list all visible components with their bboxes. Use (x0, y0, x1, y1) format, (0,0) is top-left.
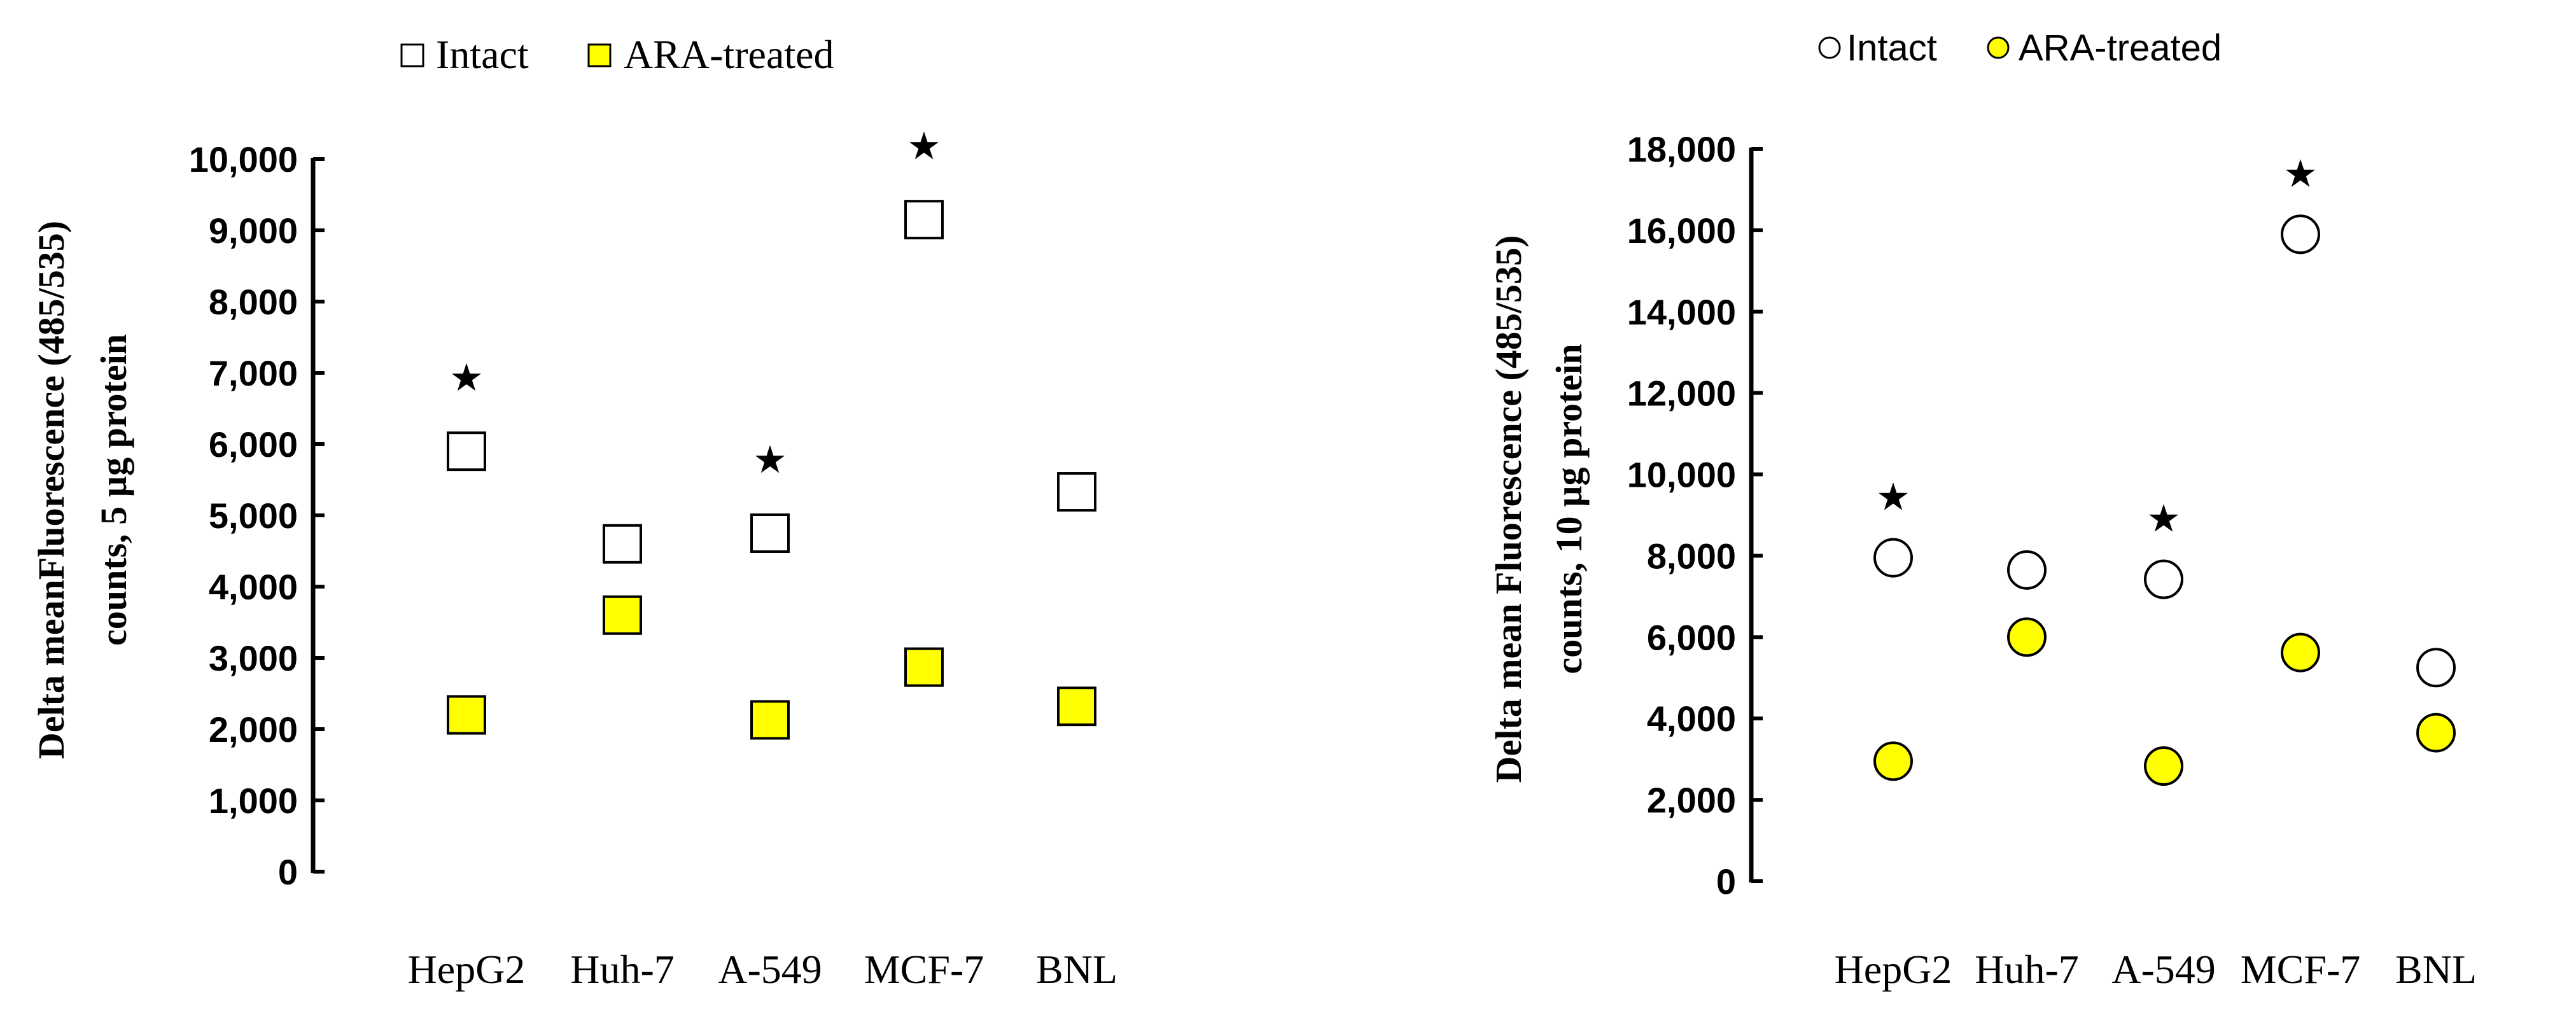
significance-star: ★ (753, 438, 787, 482)
x-category-label: MCF-7 (864, 947, 984, 992)
ara-treated-point (603, 595, 642, 635)
y-tick-label: 5,000 (209, 496, 298, 536)
intact-point (2007, 550, 2047, 590)
y-tick-label: 0 (278, 852, 298, 892)
intact-point (1873, 538, 1913, 578)
y-tick-label: 3,000 (209, 638, 298, 678)
x-category-label: BNL (2395, 947, 2477, 992)
ara-treated-point (1057, 687, 1096, 727)
legend-label-intact: Intact (436, 32, 529, 77)
y-tick-label: 4,000 (1647, 699, 1736, 739)
y-tick-label: 8,000 (209, 282, 298, 322)
significance-star: ★ (2283, 151, 2318, 196)
x-category-label: A-549 (718, 947, 822, 992)
y-axis-label-line2: counts, 10 µg protein (1548, 344, 1590, 674)
x-category-label: BNL (1036, 947, 1117, 992)
ara-treated-point (750, 700, 790, 740)
y-tick-label: 2,000 (209, 709, 298, 750)
legend-marker-intact (1818, 36, 1841, 59)
chart-right-10ug: 0 2,000 4,000 6,000 8,000 10,000 12,000 14,000 1… (1488, 27, 2477, 992)
intact-point (904, 200, 944, 240)
y-tick-label: 9,000 (209, 211, 298, 251)
legend-marker-intact (400, 43, 424, 67)
intact-point (2416, 648, 2456, 688)
legend-label-intact: Intact (1847, 27, 1937, 69)
intact-point (750, 513, 790, 553)
ara-treated-point (2281, 632, 2320, 673)
significance-star: ★ (2146, 497, 2181, 541)
legend-label-ara-treated: ARA-treated (624, 32, 834, 77)
chart-left-5ug: 0 1,000 2,000 3,000 4,000 5,000 6,000 7,000 8,00… (31, 32, 1117, 992)
significance-star: ★ (1876, 475, 1910, 520)
y-tick-label: 2,000 (1647, 780, 1736, 820)
y-tick-label: 10,000 (189, 139, 298, 179)
intact-point (603, 524, 642, 564)
intact-point (447, 431, 486, 471)
y-axis-label-line2: counts, 5 µg protein (93, 334, 134, 646)
y-axis-label-line1: Delta mean Fluorescence (485/535) (1488, 235, 1529, 783)
y-tick-label: 16,000 (1627, 211, 1736, 251)
y-axis-label-line1: Delta meanFluorescence (485/535) (31, 221, 72, 759)
x-category-label: MCF-7 (2241, 947, 2361, 992)
intact-point (1057, 472, 1096, 512)
y-tick-label: 10,000 (1627, 455, 1736, 495)
y-tick-label: 6,000 (1647, 617, 1736, 657)
significance-star: ★ (449, 356, 484, 400)
y-tick-label: 12,000 (1627, 373, 1736, 414)
x-category-label: Huh-7 (1975, 947, 2079, 992)
y-tick-label: 14,000 (1627, 292, 1736, 332)
x-category-label: Huh-7 (570, 947, 675, 992)
significance-star: ★ (907, 124, 941, 169)
y-tick-label: 0 (1716, 861, 1736, 902)
ara-treated-point (1873, 741, 1913, 781)
legend-marker-ara-treated (1987, 36, 2010, 59)
x-category-label: HepG2 (408, 947, 526, 992)
x-category-label: HepG2 (1835, 947, 1952, 992)
ara-treated-point (2144, 746, 2183, 786)
x-category-label: A-549 (2111, 947, 2216, 992)
ara-treated-point (2416, 713, 2456, 753)
y-tick-label: 4,000 (209, 567, 298, 607)
ara-treated-point (904, 647, 944, 687)
legend-marker-ara-treated (587, 43, 612, 67)
y-tick-label: 18,000 (1627, 129, 1736, 169)
ara-treated-point (2007, 617, 2047, 657)
intact-point (2144, 559, 2183, 599)
y-tick-label: 6,000 (209, 424, 298, 464)
y-tick-label: 8,000 (1647, 536, 1736, 576)
y-tick-label: 1,000 (209, 781, 298, 821)
y-tick-label: 7,000 (209, 353, 298, 393)
legend-label-ara-treated: ARA-treated (2019, 27, 2222, 69)
ara-treated-point (447, 695, 486, 735)
intact-point (2281, 214, 2320, 254)
